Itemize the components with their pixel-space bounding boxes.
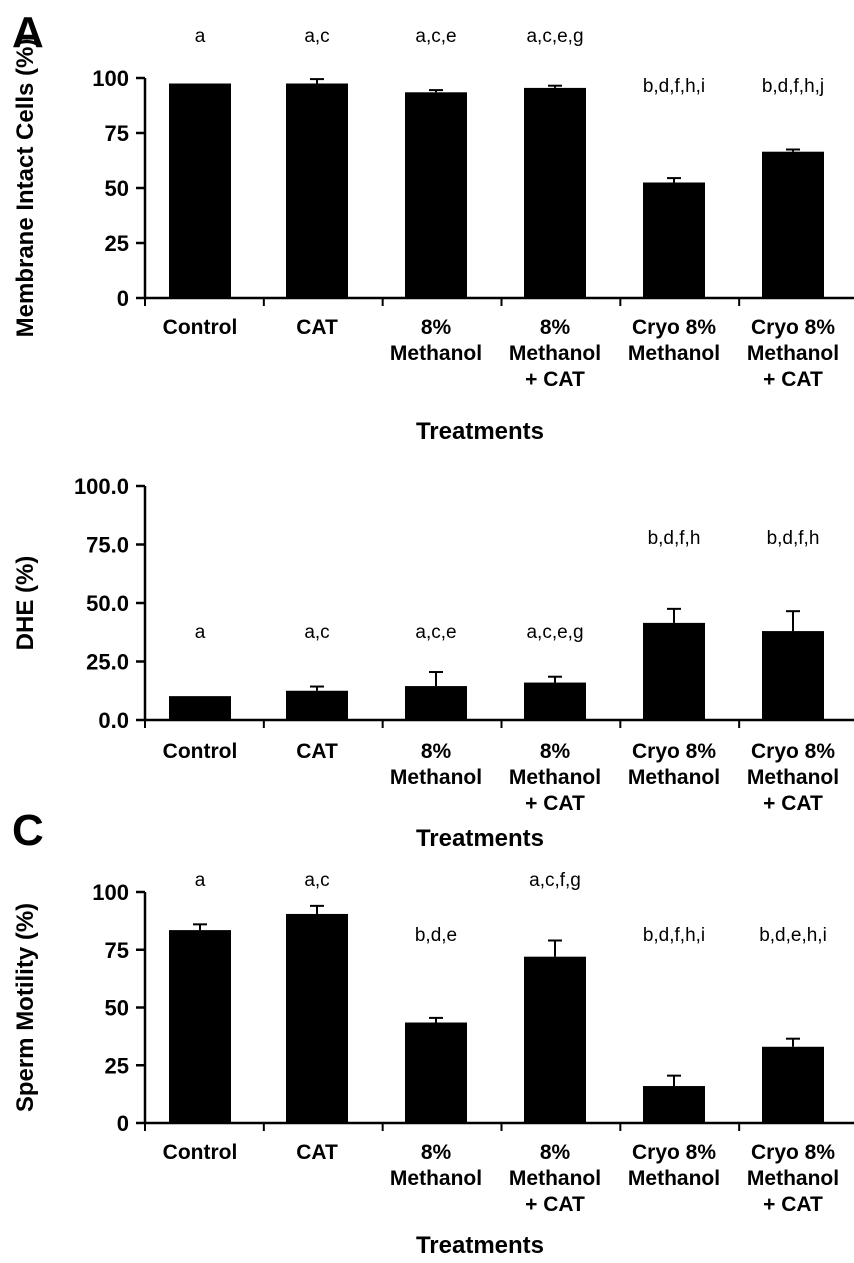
- bar: [762, 1046, 824, 1123]
- significance-label: b,d,e,h,i: [759, 925, 827, 946]
- bar: [286, 83, 348, 298]
- y-tick-label: 100: [92, 66, 129, 91]
- significance-label: a,c,e,g: [526, 26, 583, 47]
- bar: [286, 690, 348, 720]
- significance-label: a,c: [304, 26, 329, 47]
- y-axis-title: Membrane Intact Cells (%): [12, 39, 39, 338]
- significance-label: b,d,e: [415, 925, 457, 946]
- category-label: 8%: [421, 316, 452, 339]
- significance-label: b,d,f,h,i: [643, 76, 705, 97]
- category-label: Cryo 8%: [751, 316, 835, 339]
- category-label: Methanol: [390, 342, 482, 365]
- category-label: 8%: [540, 1141, 571, 1164]
- category-label: Cryo 8%: [751, 1141, 835, 1164]
- category-label: CAT: [296, 1141, 338, 1164]
- category-label: + CAT: [763, 1193, 823, 1216]
- category-label: Methanol: [628, 342, 720, 365]
- significance-label: a: [195, 26, 206, 47]
- bar: [643, 622, 705, 720]
- panel-letter: A: [12, 8, 44, 57]
- category-label: CAT: [296, 740, 338, 763]
- category-label: 8%: [421, 740, 452, 763]
- significance-label: a,c: [304, 870, 329, 891]
- category-label: Methanol: [747, 342, 839, 365]
- category-label: + CAT: [525, 792, 585, 815]
- bar: [405, 686, 467, 720]
- y-tick-label: 50: [105, 176, 129, 201]
- significance-label: a: [195, 870, 206, 891]
- category-label: + CAT: [525, 368, 585, 391]
- category-label: Control: [163, 1141, 238, 1164]
- category-label: Methanol: [509, 766, 601, 789]
- bar: [524, 956, 586, 1123]
- bar: [405, 1022, 467, 1123]
- significance-label: a,c,e: [415, 26, 456, 47]
- category-label: Cryo 8%: [632, 1141, 716, 1164]
- x-axis-title: Treatments: [416, 1232, 544, 1259]
- significance-label: b,d,f,h,i: [643, 925, 705, 946]
- category-label: Methanol: [509, 1167, 601, 1190]
- significance-label: b,d,f,h: [648, 528, 701, 549]
- significance-label: b,d,f,h: [767, 528, 820, 549]
- significance-label: a,c,e: [415, 622, 456, 643]
- bar: [169, 696, 231, 720]
- category-label: Methanol: [509, 342, 601, 365]
- y-tick-label: 50: [105, 996, 129, 1021]
- bar: [762, 631, 824, 720]
- category-label: + CAT: [525, 1193, 585, 1216]
- category-label: + CAT: [763, 368, 823, 391]
- category-label: 8%: [421, 1141, 452, 1164]
- significance-label: a: [195, 622, 206, 643]
- category-label: + CAT: [763, 792, 823, 815]
- panel-3: C 0 25 50 75 100 a Control a,c CAT b,d,e 8% Methanol…: [12, 806, 854, 1259]
- category-label: Methanol: [747, 766, 839, 789]
- category-label: 8%: [540, 316, 571, 339]
- bar: [169, 930, 231, 1123]
- bar: [643, 182, 705, 298]
- category-label: Methanol: [747, 1167, 839, 1190]
- bar: [169, 83, 231, 298]
- category-label: Cryo 8%: [632, 316, 716, 339]
- bar: [762, 151, 824, 298]
- category-label: Cryo 8%: [632, 740, 716, 763]
- bar: [524, 87, 586, 299]
- category-label: Methanol: [390, 766, 482, 789]
- significance-label: a,c,f,g: [529, 870, 581, 891]
- y-tick-label: 50.0: [86, 591, 129, 616]
- significance-label: a,c,e,g: [526, 622, 583, 643]
- y-tick-label: 0: [117, 1111, 129, 1136]
- y-tick-label: 100.0: [74, 474, 129, 499]
- panel-letter: C: [12, 806, 44, 855]
- panel-2: 0.0 25.0 50.0 75.0 100.0 a Control a,c CAT a,c,e 8…: [12, 474, 854, 852]
- category-label: Cryo 8%: [751, 740, 835, 763]
- bar: [286, 913, 348, 1123]
- category-label: Control: [163, 740, 238, 763]
- y-tick-label: 100: [92, 880, 129, 905]
- category-label: Methanol: [390, 1167, 482, 1190]
- significance-label: b,d,f,h,j: [762, 76, 824, 97]
- panel-1: A 0 25 50 75 100 a Control a,c CAT a,c,e 8% Methanol…: [12, 8, 854, 445]
- y-tick-label: 25.0: [86, 650, 129, 675]
- category-label: Methanol: [628, 766, 720, 789]
- category-label: Methanol: [628, 1167, 720, 1190]
- x-axis-title: Treatments: [416, 418, 544, 445]
- y-tick-label: 0.0: [98, 708, 129, 733]
- y-axis-title: DHE (%): [12, 556, 39, 651]
- y-tick-label: 75.0: [86, 533, 129, 558]
- category-label: 8%: [540, 740, 571, 763]
- bar: [405, 92, 467, 298]
- y-tick-label: 75: [105, 121, 129, 146]
- category-label: CAT: [296, 316, 338, 339]
- bar: [643, 1086, 705, 1123]
- y-axis-title: Sperm Motility (%): [12, 903, 39, 1112]
- y-tick-label: 75: [105, 938, 129, 963]
- category-label: Control: [163, 316, 238, 339]
- x-axis-title: Treatments: [416, 825, 544, 852]
- significance-label: a,c: [304, 622, 329, 643]
- y-tick-label: 25: [105, 231, 129, 256]
- bar: [524, 682, 586, 720]
- y-tick-label: 0: [117, 286, 129, 311]
- y-tick-label: 25: [105, 1053, 129, 1078]
